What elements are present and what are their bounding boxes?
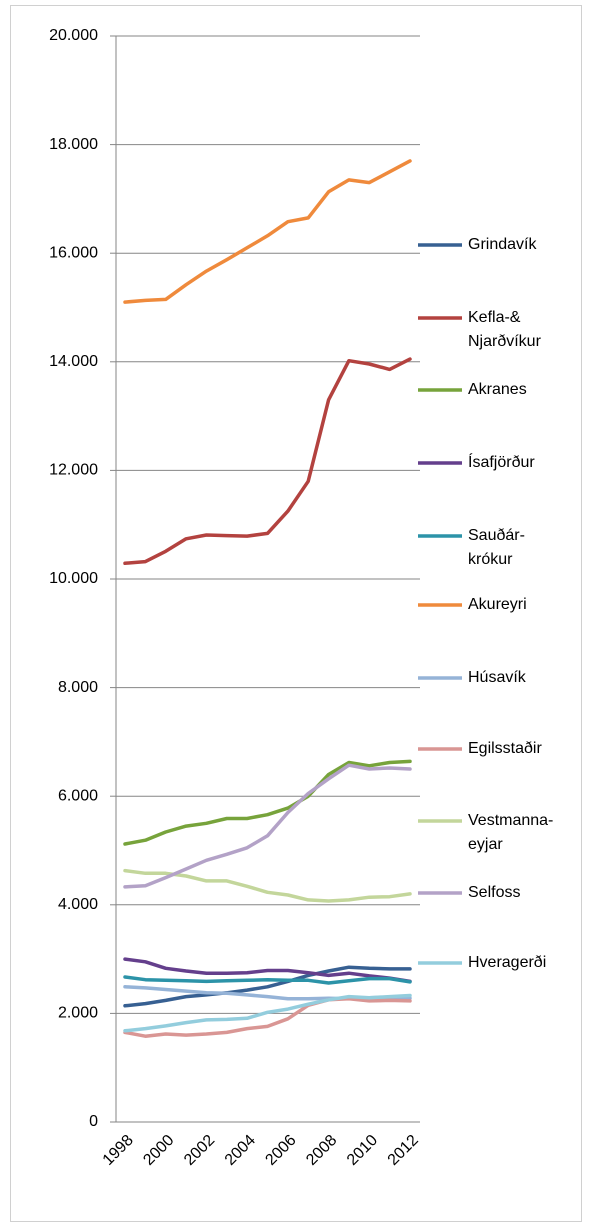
x-tick-label: 2012 xyxy=(385,1132,422,1169)
y-tick-label: 4.000 xyxy=(58,896,98,913)
x-tick-label: 2000 xyxy=(140,1132,177,1169)
legend-label: Grindavík xyxy=(468,236,537,253)
y-tick-label: 14.000 xyxy=(49,353,98,370)
legend-label: Ísafjörður xyxy=(468,454,535,471)
y-tick-label: 0 xyxy=(89,1113,98,1130)
chart-border xyxy=(10,5,582,1222)
legend-label: Sauðár- krókur xyxy=(468,527,525,568)
legend-label: Akranes xyxy=(468,381,527,398)
series-line xyxy=(123,965,412,1008)
y-tick-label: 6.000 xyxy=(58,787,98,804)
y-tick-label: 8.000 xyxy=(58,679,98,696)
legend-label: Hveragerði xyxy=(468,954,547,971)
x-tick-label: 2006 xyxy=(262,1132,299,1169)
series-line xyxy=(123,159,412,304)
x-tick-label: 2010 xyxy=(344,1132,381,1169)
y-tick-label: 18.000 xyxy=(49,136,98,153)
y-tick-label: 20.000 xyxy=(49,27,98,44)
legend-label: Selfoss xyxy=(468,884,521,901)
legend-label: Egilsstaðir xyxy=(468,740,542,757)
series-line xyxy=(123,759,412,846)
series-line xyxy=(123,763,412,889)
series-line xyxy=(123,975,412,985)
y-tick-label: 12.000 xyxy=(49,462,98,479)
x-tick-label: 2004 xyxy=(222,1132,259,1169)
y-tick-label: 10.000 xyxy=(49,570,98,587)
y-tick-label: 2.000 xyxy=(58,1005,98,1022)
legend-label: Kefla-& Njarðvíkur xyxy=(468,309,541,350)
legend-label: Húsavík xyxy=(468,669,526,686)
series-line xyxy=(123,996,412,1038)
y-tick-label: 16.000 xyxy=(49,244,98,261)
legend-label: Vestmanna- eyjar xyxy=(468,812,554,853)
legend-label: Akureyri xyxy=(468,596,527,613)
series-line xyxy=(123,993,412,1033)
x-tick-label: 2002 xyxy=(181,1132,218,1169)
x-tick-label: 1998 xyxy=(100,1132,137,1169)
series-line xyxy=(123,957,412,984)
x-tick-label: 2008 xyxy=(303,1132,340,1169)
series-line xyxy=(123,357,412,566)
